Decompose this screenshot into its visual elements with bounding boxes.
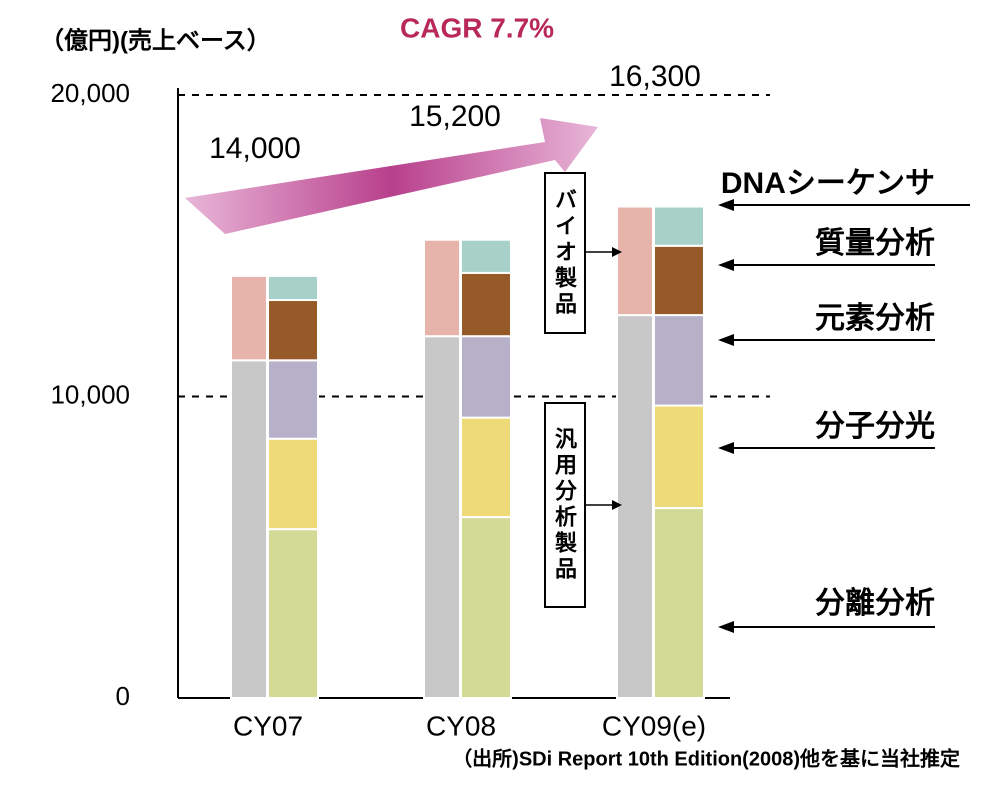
bar-segment (653, 244, 705, 317)
bar-segment (460, 416, 512, 519)
y-axis-label: （億円)(売上ベース） (40, 26, 271, 54)
bar-segment (267, 437, 319, 531)
x-tick-label: CY09(e) (602, 710, 706, 741)
total-label: 14,000 (209, 132, 301, 165)
y-tick-label: 10,000 (50, 379, 130, 409)
bar-segment (423, 238, 461, 338)
bio-label: バイオ製品 (544, 172, 586, 334)
legend-label: 質量分析 (815, 227, 935, 260)
x-tick-label: CY07 (233, 710, 303, 741)
y-tick-label: 0 (116, 681, 130, 711)
bar-segment (460, 238, 512, 274)
total-label: 16,300 (609, 60, 701, 93)
legend-arrow (718, 442, 734, 454)
box-arrow-head (612, 500, 622, 510)
bar-segment (267, 274, 319, 302)
legend-label: 元素分析 (815, 302, 935, 335)
source: （出所)SDi Report 10th Edition(2008)他を基に当社推… (452, 746, 960, 770)
legend-arrow (718, 259, 734, 271)
bar-segment (653, 314, 705, 407)
legend-label: 分離分析 (815, 586, 935, 620)
legend-arrow (718, 334, 734, 346)
bar-segment (653, 205, 705, 247)
bar-segment (460, 335, 512, 419)
annotation: CAGR 7.7% (400, 12, 554, 43)
bar-segment (653, 404, 705, 510)
box-arrow-head (612, 247, 622, 257)
legend-arrow (718, 199, 734, 211)
bar-segment (653, 507, 705, 699)
legend-label: 分子分光 (815, 410, 935, 443)
legend-arrow (718, 621, 734, 633)
growth-arrow (185, 118, 598, 234)
x-tick-label: CY08 (426, 710, 496, 741)
bar-segment (230, 359, 268, 699)
legend-label: DNAシーケンサ (721, 167, 935, 200)
bar-segment (616, 314, 654, 699)
bar-segment (423, 335, 461, 699)
total-label: 15,200 (409, 100, 501, 133)
bar-segment (267, 299, 319, 362)
bar-segment (267, 528, 319, 699)
bar-segment (460, 516, 512, 699)
bar-segment (267, 359, 319, 440)
bar-segment (230, 274, 268, 362)
bar-segment (616, 205, 654, 317)
general-label: 汎用分析製品 (544, 402, 586, 608)
y-tick-label: 20,000 (50, 78, 130, 108)
bar-segment (460, 271, 512, 338)
